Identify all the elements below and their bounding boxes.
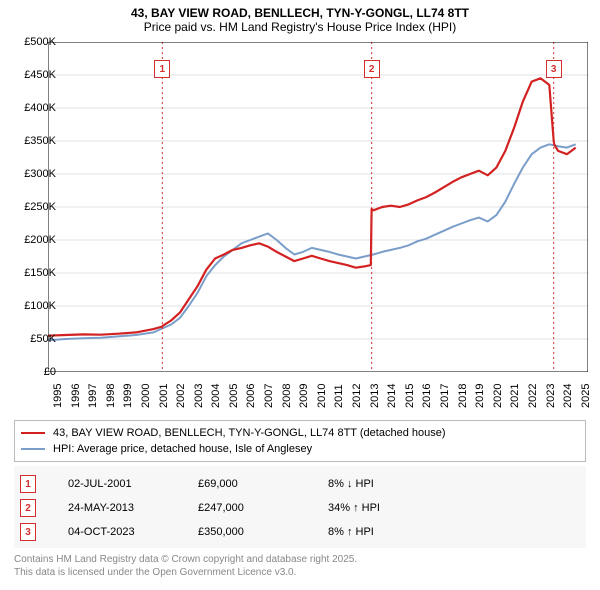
chart-svg: [48, 42, 588, 372]
y-tick-label: £0: [44, 366, 56, 378]
chart-marker-3: 3: [546, 60, 562, 78]
event-price: £247,000: [198, 502, 328, 514]
x-tick-label: 2015: [404, 384, 416, 408]
event-diff: 8% ↓ HPI: [328, 478, 468, 490]
legend-swatch: [21, 432, 45, 434]
y-tick-label: £50K: [30, 333, 56, 345]
x-tick-label: 2016: [421, 384, 433, 408]
y-tick-label: £250K: [24, 201, 56, 213]
x-tick-label: 2006: [245, 384, 257, 408]
x-tick-label: 2024: [562, 384, 574, 408]
x-tick-label: 2012: [351, 384, 363, 408]
chart-marker-1: 1: [154, 60, 170, 78]
y-tick-label: £150K: [24, 267, 56, 279]
event-diff: 34% ↑ HPI: [328, 502, 468, 514]
x-tick-label: 2013: [369, 384, 381, 408]
x-tick-label: 2019: [474, 384, 486, 408]
x-tick-label: 2025: [580, 384, 592, 408]
event-price: £350,000: [198, 526, 328, 538]
footer-line1: Contains HM Land Registry data © Crown c…: [14, 554, 586, 567]
event-date: 02-JUL-2001: [68, 478, 198, 490]
events-table: 1 02-JUL-2001£69,0008% ↓ HPI 2 24-MAY-2013£…: [14, 466, 586, 548]
chart-plot-area: [48, 42, 588, 372]
chart-marker-2: 2: [364, 60, 380, 78]
x-tick-label: 2001: [158, 384, 170, 408]
x-tick-label: 2005: [228, 384, 240, 408]
footer-attribution: Contains HM Land Registry data © Crown c…: [14, 554, 586, 579]
legend-swatch: [21, 448, 45, 450]
event-marker: 3: [20, 523, 36, 541]
x-tick-label: 1998: [105, 384, 117, 408]
event-row: 3 04-OCT-2023£350,0008% ↑ HPI: [20, 520, 580, 544]
legend-label: 43, BAY VIEW ROAD, BENLLECH, TYN-Y-GONGL…: [53, 427, 446, 439]
x-tick-label: 2022: [527, 384, 539, 408]
x-tick-label: 2017: [439, 384, 451, 408]
x-tick-label: 2020: [492, 384, 504, 408]
legend-item: 43, BAY VIEW ROAD, BENLLECH, TYN-Y-GONGL…: [21, 425, 579, 441]
y-tick-label: £300K: [24, 168, 56, 180]
x-tick-label: 2003: [193, 384, 205, 408]
x-tick-label: 2011: [333, 384, 345, 408]
event-marker: 1: [20, 475, 36, 493]
x-tick-label: 1995: [52, 384, 64, 408]
x-tick-label: 1997: [87, 384, 99, 408]
event-diff: 8% ↑ HPI: [328, 526, 468, 538]
y-tick-label: £350K: [24, 135, 56, 147]
event-date: 04-OCT-2023: [68, 526, 198, 538]
x-tick-label: 2002: [175, 384, 187, 408]
title-line2: Price paid vs. HM Land Registry's House …: [8, 20, 592, 34]
x-tick-label: 1996: [70, 384, 82, 408]
x-tick-label: 1999: [122, 384, 134, 408]
y-tick-label: £400K: [24, 102, 56, 114]
x-tick-label: 2010: [316, 384, 328, 408]
x-tick-label: 2007: [263, 384, 275, 408]
x-tick-label: 2014: [386, 384, 398, 408]
x-tick-label: 2018: [457, 384, 469, 408]
title-line1: 43, BAY VIEW ROAD, BENLLECH, TYN-Y-GONGL…: [8, 6, 592, 20]
y-tick-label: £100K: [24, 300, 56, 312]
x-tick-label: 2008: [281, 384, 293, 408]
title-block: 43, BAY VIEW ROAD, BENLLECH, TYN-Y-GONGL…: [0, 0, 600, 36]
y-tick-label: £200K: [24, 234, 56, 246]
event-marker: 2: [20, 499, 36, 517]
y-tick-label: £500K: [24, 36, 56, 48]
legend-item: HPI: Average price, detached house, Isle…: [21, 441, 579, 457]
chart-container: 43, BAY VIEW ROAD, BENLLECH, TYN-Y-GONGL…: [0, 0, 600, 590]
event-price: £69,000: [198, 478, 328, 490]
event-row: 2 24-MAY-2013£247,00034% ↑ HPI: [20, 496, 580, 520]
x-tick-label: 2004: [210, 384, 222, 408]
x-tick-label: 2000: [140, 384, 152, 408]
x-tick-label: 2021: [509, 384, 521, 408]
y-tick-label: £450K: [24, 69, 56, 81]
legend-label: HPI: Average price, detached house, Isle…: [53, 443, 312, 455]
x-tick-label: 2009: [298, 384, 310, 408]
legend-box: 43, BAY VIEW ROAD, BENLLECH, TYN-Y-GONGL…: [14, 420, 586, 462]
event-row: 1 02-JUL-2001£69,0008% ↓ HPI: [20, 472, 580, 496]
event-date: 24-MAY-2013: [68, 502, 198, 514]
footer-line2: This data is licensed under the Open Gov…: [14, 567, 586, 580]
x-tick-label: 2023: [545, 384, 557, 408]
